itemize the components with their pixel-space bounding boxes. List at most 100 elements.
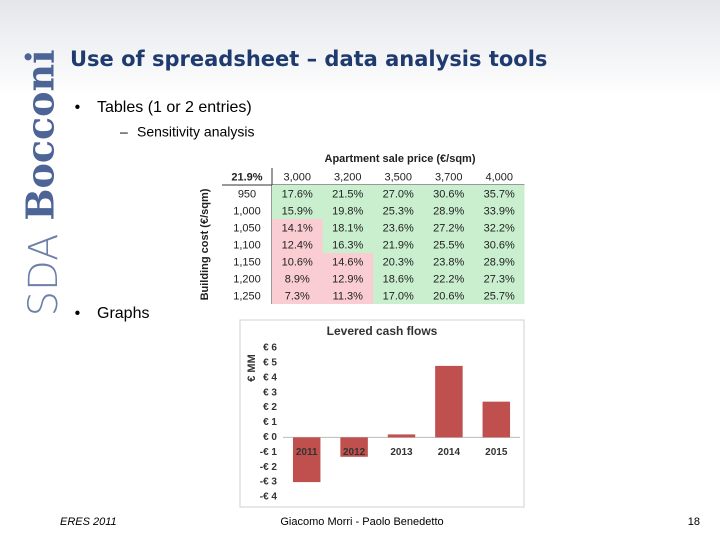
footer-center: Giacomo Morri - Paolo Benedetto (280, 516, 443, 528)
table-cell-bg (373, 202, 424, 219)
chart-title: Levered cash flows (327, 324, 438, 338)
table-cell-bg (373, 236, 424, 253)
table-cell: 17.0% (383, 290, 414, 302)
y-tick-label: € 2 (263, 402, 277, 413)
y-tick-label: € 6 (263, 343, 277, 354)
table-cell-bg (373, 219, 424, 236)
y-tick-label: -€ 2 (260, 462, 278, 473)
y-tick-label: -€ 3 (260, 477, 278, 488)
logo-light: SDA (21, 234, 67, 317)
bullet: • (73, 99, 82, 117)
table-cell-bg (474, 185, 525, 202)
footer-left: ERES 2011 (60, 516, 117, 528)
column-label: 3,700 (435, 171, 463, 183)
table-cell-bg (423, 185, 474, 202)
table-cell: 20.3% (383, 256, 414, 268)
sub-bullet-dash: – (120, 124, 128, 140)
column-label: 4,000 (485, 171, 513, 183)
table-cell: 27.2% (433, 222, 464, 234)
table-cell: 15.9% (282, 205, 313, 217)
y-tick-label: -€ 1 (260, 447, 278, 458)
row-label: 950 (238, 188, 256, 200)
table-cell: 33.9% (484, 205, 515, 217)
table-cell-bg (272, 202, 323, 219)
table-cell: 12.9% (332, 273, 363, 285)
table-cell-bg (423, 202, 474, 219)
logo: SDA Bocconi (18, 49, 68, 316)
table-cell-bg (423, 236, 474, 253)
column-label: 3,000 (283, 171, 311, 183)
row-label: 1,250 (233, 290, 261, 302)
bar (482, 401, 511, 438)
table-cell: 20.6% (433, 290, 464, 302)
table-cell-bg (423, 219, 474, 236)
table-cell: 17.6% (282, 188, 313, 200)
table-cell-bg (272, 270, 323, 287)
table-cell-bg (322, 202, 373, 219)
table-cell: 12.4% (282, 239, 313, 251)
row-label: 1,150 (233, 256, 261, 268)
sub-bullet-text: Sensitivity analysis (137, 124, 255, 140)
y-tick-label: € 4 (263, 372, 277, 383)
table-cell: 14.1% (282, 222, 313, 234)
y-axis-label: € MM (246, 354, 258, 382)
table-cell: 27.3% (484, 273, 515, 285)
table-cell: 23.6% (383, 222, 414, 234)
table-cell-bg (322, 270, 373, 287)
table-cell-bg (423, 270, 474, 287)
page-number: 18 (688, 516, 700, 528)
table-cell-bg (322, 236, 373, 253)
bar (435, 365, 463, 438)
table-cell-bg (272, 185, 323, 202)
table-cell-bg (322, 185, 373, 202)
table-cell-bg (272, 219, 323, 236)
y-tick-label: € 1 (263, 417, 277, 428)
table-cell-bg (474, 270, 525, 287)
table-cell-bg (322, 253, 373, 270)
table-cell: 30.6% (433, 188, 464, 200)
table-cell-bg (373, 270, 424, 287)
table-cell: 10.6% (282, 256, 313, 268)
table-cell: 16.3% (332, 239, 363, 251)
table-cell: 21.5% (332, 188, 363, 200)
bullet-text: Graphs (97, 305, 149, 322)
table-cell-bg (373, 287, 424, 304)
table-cell: 30.6% (484, 239, 515, 251)
y-tick-label: € 5 (263, 358, 277, 369)
table-cell-bg (474, 202, 525, 219)
y-tick-label: -€ 4 (260, 492, 278, 503)
x-tick-label: 2012 (343, 447, 366, 458)
table-cell: 22.2% (433, 273, 464, 285)
table-cell-bg (474, 287, 525, 304)
table-cell-bg (322, 219, 373, 236)
x-tick-label: 2013 (390, 447, 413, 458)
bar (340, 437, 368, 457)
table-cell-bg (373, 253, 424, 270)
bullet: • (73, 305, 82, 323)
table-cell: 14.6% (332, 256, 363, 268)
bar (387, 434, 416, 438)
table-cell-bg (272, 236, 323, 253)
table-cell-bg (474, 236, 525, 253)
table-cell-bg (423, 287, 474, 304)
corner-cell: 21.9% (231, 171, 262, 183)
table-cell: 35.7% (484, 188, 515, 200)
row-label: 1,100 (233, 239, 261, 251)
y-tick-label: € 0 (263, 432, 277, 443)
x-tick-label: 2011 (296, 447, 318, 458)
bar (292, 437, 321, 483)
slide-title: Use of spreadsheet – data analysis tools (70, 47, 547, 71)
x-tick-label: 2015 (485, 447, 508, 458)
table-cell: 19.8% (332, 205, 363, 217)
y-tick-label: € 3 (263, 387, 277, 398)
table-cell: 7.3% (285, 290, 310, 302)
table-cell: 25.3% (383, 205, 414, 217)
table-cell: 18.1% (332, 222, 363, 234)
row-header: Building cost (€/sqm) (199, 188, 211, 300)
table-cell: 32.2% (484, 222, 515, 234)
x-tick-label: 2014 (438, 447, 461, 458)
logo-bold: Bocconi (18, 49, 63, 220)
table-cell-bg (272, 287, 323, 304)
column-label: 3,500 (384, 171, 412, 183)
